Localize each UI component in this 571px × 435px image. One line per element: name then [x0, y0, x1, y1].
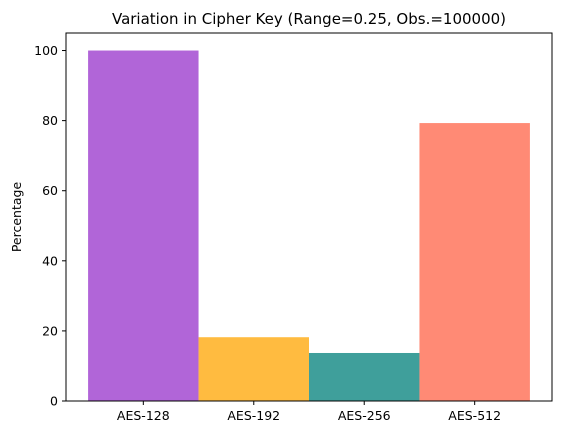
- y-tick-label: 80: [42, 113, 58, 128]
- x-tick-label: AES-512: [448, 408, 501, 423]
- y-tick-label: 20: [42, 323, 58, 338]
- bar-aes-192: [198, 337, 309, 401]
- bar-aes-256: [309, 352, 420, 401]
- bar-aes-128: [88, 50, 199, 402]
- x-tick-label: AES-192: [227, 408, 280, 423]
- y-tick-label: 60: [42, 183, 58, 198]
- chart-title: Variation in Cipher Key (Range=0.25, Obs…: [112, 10, 506, 28]
- bars-group: [88, 50, 530, 402]
- plot-frame: [65, 32, 553, 402]
- bar-aes-512: [419, 123, 530, 401]
- y-axis-ticks: 0 20 40 60 80 100: [34, 43, 66, 409]
- x-tick-label: AES-256: [338, 408, 391, 423]
- x-axis-ticks: AES-128 AES-192 AES-256 AES-512: [117, 401, 501, 423]
- y-tick-label: 40: [42, 253, 58, 268]
- y-tick-label: 0: [50, 394, 58, 409]
- y-axis-title: Percentage: [9, 182, 24, 253]
- y-tick-label: 100: [34, 43, 58, 58]
- x-tick-label: AES-128: [117, 408, 170, 423]
